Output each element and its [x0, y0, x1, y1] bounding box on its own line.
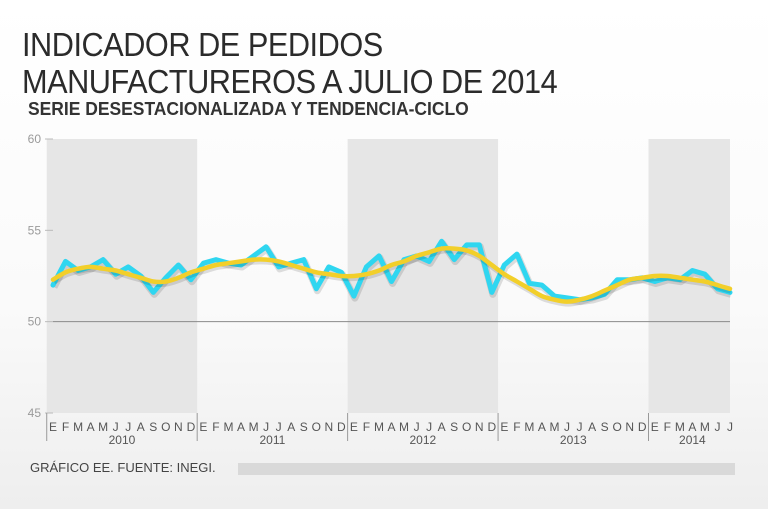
x-tick-month-43: A: [588, 420, 596, 434]
chart-title-line-2: MANUFACTUREROS A JULIO DE 2014: [22, 63, 558, 100]
x-tick-month-42: J: [577, 420, 583, 434]
x-tick-month-14: M: [224, 420, 234, 434]
x-tick-month-2: M: [73, 420, 83, 434]
footer-decorative-bar: [238, 463, 735, 475]
x-tick-month-53: J: [714, 420, 720, 434]
x-tick-month-15: A: [237, 420, 245, 434]
y-tick-label-50: 50: [28, 315, 42, 329]
y-axis: 45 50 55 60: [28, 132, 53, 420]
x-tick-month-40: M: [549, 420, 559, 434]
x-tick-month-41: J: [564, 420, 570, 434]
x-tick-month-4: M: [98, 420, 108, 434]
y-tick-label-60: 60: [28, 132, 42, 146]
x-tick-month-33: O: [462, 420, 471, 434]
x-tick-month-16: M: [249, 420, 259, 434]
x-tick-month-10: N: [174, 420, 183, 434]
x-tick-month-11: D: [187, 420, 196, 434]
x-tick-month-9: O: [161, 420, 170, 434]
x-tick-month-7: A: [137, 420, 145, 434]
x-tick-month-47: D: [638, 420, 647, 434]
x-tick-month-50: M: [675, 420, 685, 434]
x-tick-month-34: N: [475, 420, 484, 434]
x-tick-month-31: A: [438, 420, 446, 434]
year-label-2010: 2010: [109, 433, 136, 447]
x-tick-month-52: M: [700, 420, 710, 434]
x-tick-month-3: A: [87, 420, 95, 434]
x-tick-month-29: J: [414, 420, 420, 434]
chart-title-line-1: INDICADOR DE PEDIDOS: [22, 26, 383, 63]
x-tick-month-44: S: [601, 420, 609, 434]
x-tick-month-37: F: [513, 420, 520, 434]
x-tick-month-20: S: [300, 420, 308, 434]
x-tick-month-39: A: [538, 420, 546, 434]
x-tick-month-19: A: [287, 420, 295, 434]
year-bands: [46, 139, 730, 413]
year-label-2014: 2014: [679, 433, 706, 447]
x-tick-month-6: J: [125, 420, 131, 434]
series-lines: [50, 238, 733, 307]
x-tick-month-1: F: [62, 420, 69, 434]
x-tick-month-45: O: [612, 420, 621, 434]
x-tick-month-28: M: [399, 420, 409, 434]
x-tick-month-49: F: [664, 420, 671, 434]
x-tick-month-27: A: [387, 420, 395, 434]
x-tick-month-35: D: [487, 420, 496, 434]
x-tick-month-0: E: [49, 420, 57, 434]
x-tick-month-21: O: [312, 420, 321, 434]
x-tick-month-8: S: [149, 420, 157, 434]
year-label-2011: 2011: [259, 433, 285, 447]
x-tick-month-22: N: [324, 420, 333, 434]
chart-subtitle: SERIE DESESTACIONALIZADA Y TENDENCIA-CIC…: [28, 99, 469, 119]
x-tick-month-30: J: [426, 420, 432, 434]
x-tick-month-46: N: [625, 420, 634, 434]
x-tick-month-24: E: [350, 420, 358, 434]
year-band-2012: [347, 139, 499, 413]
x-tick-month-23: D: [337, 420, 346, 434]
y-tick-label-55: 55: [28, 223, 42, 237]
source-note: GRÁFICO EE. FUENTE: INEGI.: [30, 460, 216, 475]
x-tick-month-54: J: [727, 420, 733, 434]
x-tick-month-51: A: [688, 420, 696, 434]
series-line-desestacionalizada: [50, 238, 733, 303]
x-tick-month-32: S: [450, 420, 458, 434]
x-tick-month-17: J: [263, 420, 269, 434]
x-tick-month-25: F: [363, 420, 370, 434]
x-tick-month-48: E: [651, 420, 659, 434]
x-tick-month-18: J: [276, 420, 282, 434]
y-tick-label-45: 45: [28, 406, 42, 420]
x-tick-month-13: F: [212, 420, 219, 434]
chart-title: INDICADOR DE PEDIDOS MANUFACTUREROS A JU…: [22, 26, 558, 100]
x-tick-month-12: E: [199, 420, 207, 434]
year-band-2010: [46, 139, 198, 413]
year-label-2012: 2012: [409, 433, 436, 447]
series-line-tendencia-ciclo: [50, 246, 733, 304]
x-tick-month-5: J: [113, 420, 119, 434]
x-tick-month-26: M: [374, 420, 384, 434]
year-label-2013: 2013: [560, 433, 587, 447]
x-tick-month-38: M: [524, 420, 534, 434]
x-tick-month-36: E: [500, 420, 508, 434]
